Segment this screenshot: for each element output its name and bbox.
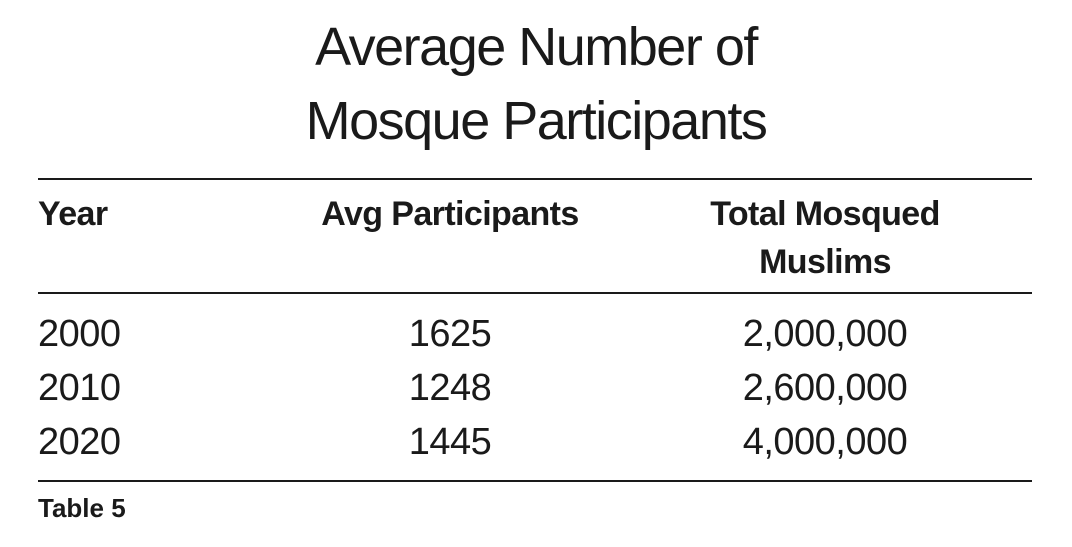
cell-avg-participants: 1625: [408, 313, 492, 355]
table-title-line-1: Average Number of: [315, 17, 758, 77]
cell-avg-participants: 1248: [408, 367, 492, 409]
column-header-year: Year: [38, 195, 108, 233]
column-header-total-line-1: Total Mosqued: [710, 195, 940, 233]
cell-year: 2000: [38, 313, 121, 355]
table-header-rule: [38, 292, 1032, 294]
cell-total-mosqued-muslims: 2,000,000: [742, 313, 908, 355]
cell-year: 2010: [38, 367, 121, 409]
cell-total-mosqued-muslims: 4,000,000: [742, 421, 908, 463]
cell-total-mosqued-muslims: 2,600,000: [742, 367, 908, 409]
cell-avg-participants: 1445: [408, 421, 492, 463]
column-header-total-line-2: Muslims: [759, 243, 891, 281]
table-caption: Table 5: [38, 493, 126, 523]
table-bottom-rule: [38, 480, 1032, 482]
column-header-avg-participants: Avg Participants: [321, 195, 579, 233]
table-top-rule: [38, 178, 1032, 180]
table-title-line-2: Mosque Participants: [305, 91, 768, 151]
column-header-total-mosqued-muslims: Total Mosqued Muslims: [650, 190, 1000, 286]
cell-year: 2020: [38, 421, 121, 463]
